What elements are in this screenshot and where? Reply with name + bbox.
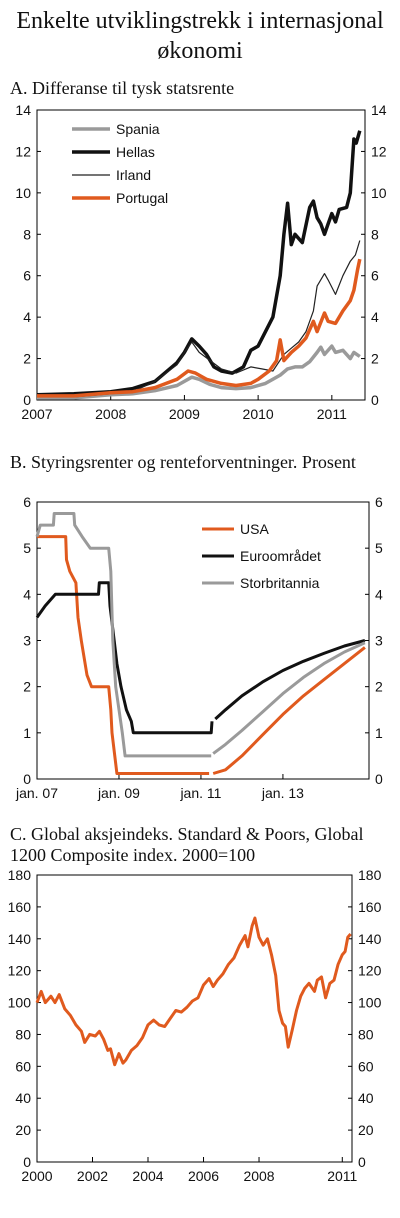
y-tick-label-left: 0	[23, 1154, 31, 1170]
y-tick-label-left: 1	[23, 725, 31, 741]
chart-c: 0 0 20 20 40 40 60 60 80 80 100 100 120 120 140 140 160 1…	[8, 867, 382, 1184]
panel-b-title: B. Styringsrenter og renteforventninger.…	[10, 452, 356, 472]
plot-frame	[36, 109, 366, 401]
legend-label: Storbritannia	[240, 575, 320, 591]
x-tick-label: jan. 07	[15, 785, 58, 801]
legend-label: Portugal	[116, 190, 168, 206]
y-tick-label-left: 4	[23, 586, 31, 602]
y-tick-label-right: 4	[371, 309, 379, 325]
y-tick-label-right: 0	[358, 1154, 366, 1170]
x-tick-label: 2006	[188, 1168, 219, 1184]
series-line-storbritannia-forventning	[212, 641, 366, 755]
y-tick-label-right: 100	[358, 995, 382, 1011]
series-line-storbritannia	[35, 512, 212, 758]
y-tick-label-right: 20	[358, 1122, 374, 1138]
y-tick-label-left: 5	[23, 540, 31, 556]
panel-c-title: C. Global aksjeindeks. Standard & Poors,…	[10, 824, 364, 865]
x-tick-label: 2011	[317, 406, 347, 422]
legend-label: Irland	[116, 167, 151, 183]
y-tick-label-right: 40	[358, 1090, 374, 1106]
x-tick-label: 2002	[77, 1168, 108, 1184]
x-tick-label: 2010	[243, 406, 274, 422]
y-tick-label-right: 2	[375, 679, 383, 695]
y-tick-label-right: 3	[375, 633, 383, 649]
x-tick-label: 2008	[95, 406, 126, 422]
y-tick-label-right: 6	[375, 495, 383, 510]
y-tick-label-left: 40	[15, 1090, 31, 1106]
y-tick-label-right: 140	[358, 931, 382, 947]
y-tick-label-left: 160	[8, 899, 32, 915]
y-tick-label-right: 120	[358, 963, 382, 979]
x-tick-label: jan. 13	[261, 785, 304, 801]
y-tick-label-right: 80	[358, 1026, 374, 1042]
y-tick-label-left: 180	[8, 867, 32, 883]
y-tick-label-left: 2	[23, 351, 31, 367]
series-line-irland	[37, 240, 361, 398]
x-tick-label: 2007	[21, 406, 52, 422]
series-line-usa-forventning	[212, 646, 366, 775]
x-tick-label: 2004	[132, 1168, 163, 1184]
series-line-portugal	[37, 258, 362, 398]
y-tick-label-left: 60	[15, 1058, 31, 1074]
y-tick-label-right: 2	[371, 351, 379, 367]
y-tick-label-left: 80	[15, 1026, 31, 1042]
y-tick-label-right: 60	[358, 1058, 374, 1074]
y-tick-label-left: 3	[23, 633, 31, 649]
panel-a-title: A. Differanse til tysk statsrente	[10, 78, 235, 98]
x-tick-label: jan. 09	[97, 785, 140, 801]
series-line-spania	[37, 344, 361, 400]
y-tick-label-right: 1	[375, 725, 383, 741]
y-tick-label-left: 2	[23, 679, 31, 695]
chart-b: 0 0 1 1 2 2 3 3 4 4 5 5 6 6 jan. 07 jan. 09 jan. 11 jan. …	[15, 495, 383, 801]
series-line-index	[35, 916, 352, 1067]
y-tick-label-left: 8	[23, 226, 31, 242]
series-line-hellas	[36, 130, 362, 397]
x-tick-label: 2000	[21, 1168, 52, 1184]
y-tick-label-left: 100	[8, 995, 32, 1011]
x-tick-label: jan. 11	[179, 785, 221, 801]
y-tick-label-left: 120	[8, 963, 32, 979]
y-tick-label-right: 160	[358, 899, 382, 915]
y-tick-label-left: 140	[8, 931, 32, 947]
chart-a: 0 0 2 2 4 4 6 6 8 8 10 10 12 12 14 14 2007 2008 2009 2010 20…	[15, 102, 387, 422]
y-tick-label-left: 0	[23, 771, 31, 787]
series-line-euroomr-det	[35, 581, 214, 735]
y-tick-label-left: 0	[23, 392, 31, 408]
y-tick-label-right: 4	[375, 586, 383, 602]
y-tick-label-right: 12	[371, 143, 387, 159]
y-tick-label-right: 8	[371, 226, 379, 242]
page-title: Enkelte utviklingstrekk i internasjonal …	[16, 8, 384, 64]
legend-label: Euroområdet	[240, 548, 321, 564]
plot-frame	[36, 874, 353, 1163]
y-tick-label-left: 14	[15, 102, 31, 118]
y-tick-label-right: 0	[371, 392, 379, 408]
y-tick-label-right: 0	[375, 771, 383, 787]
y-tick-label-right: 180	[358, 867, 382, 883]
series-line-usa	[37, 535, 210, 775]
series-line-euroomr-det-forventning	[214, 639, 366, 721]
y-tick-label-left: 6	[23, 495, 31, 510]
y-tick-label-left: 4	[23, 309, 31, 325]
y-tick-label-right: 6	[371, 268, 379, 284]
y-tick-label-left: 6	[23, 268, 31, 284]
y-tick-label-left: 12	[15, 143, 31, 159]
y-tick-label-right: 5	[375, 540, 383, 556]
legend-label: USA	[240, 521, 269, 537]
y-tick-label-left: 10	[15, 185, 31, 201]
legend-label: Hellas	[116, 144, 155, 160]
x-tick-label: 2011	[327, 1168, 357, 1184]
x-tick-label: 2008	[243, 1168, 274, 1184]
x-tick-label: 2009	[169, 406, 200, 422]
legend-label: Spania	[116, 121, 160, 137]
y-tick-label-left: 20	[15, 1122, 31, 1138]
y-tick-label-right: 10	[371, 185, 387, 201]
y-tick-label-right: 14	[371, 102, 387, 118]
